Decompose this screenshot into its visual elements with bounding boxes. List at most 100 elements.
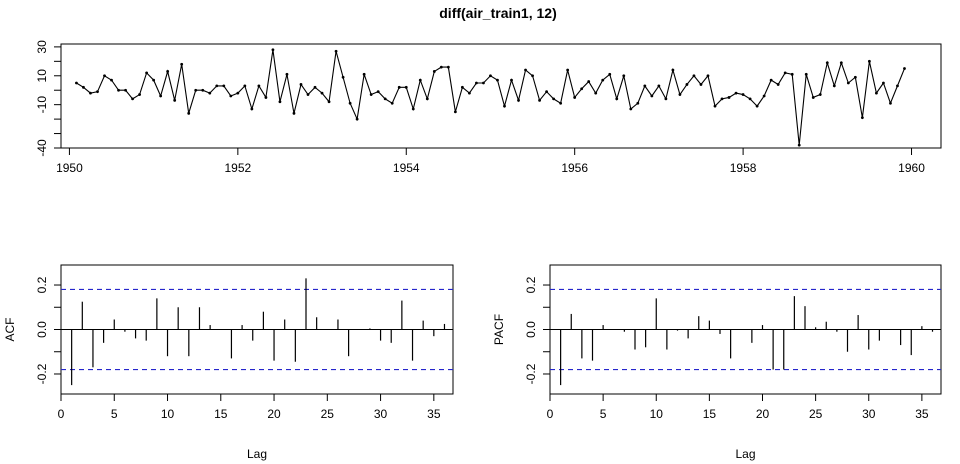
pacf-panel: 0 5 10 15 20 25 30 35 -0.2 0.0 0.2 Lag PACF — [492, 264, 942, 461]
data-point — [573, 96, 577, 99]
data-point — [692, 74, 696, 78]
acf-panel: 0 5 10 15 20 25 30 35 -0.2 0.0 0.2 Lag ACF — [3, 264, 454, 461]
data-point — [587, 80, 591, 83]
data-point — [131, 97, 134, 101]
data-point — [552, 97, 556, 101]
data-point — [713, 104, 717, 108]
data-point — [145, 71, 149, 75]
data-point — [257, 84, 261, 88]
data-point — [110, 78, 113, 82]
data-point — [882, 81, 885, 85]
data-point — [776, 83, 780, 86]
data-point — [559, 101, 563, 105]
data-point — [96, 90, 99, 94]
data-point — [482, 81, 485, 85]
time-series-panel: 1950 1952 1954 1956 1958 1960 30 10 -10 -40 — [35, 40, 942, 175]
data-point — [615, 97, 619, 101]
y-tick-label: 10 — [35, 69, 49, 83]
data-point — [475, 81, 478, 85]
data-point — [404, 85, 408, 89]
x-axis-title: Lag — [247, 447, 267, 461]
data-point — [783, 71, 787, 75]
data-point — [867, 59, 871, 63]
data-point — [797, 143, 801, 147]
x-tick-label: 30 — [374, 407, 388, 421]
x-tick-label: 15 — [214, 407, 228, 421]
x-tick-label: 30 — [862, 407, 876, 421]
data-point — [643, 84, 647, 88]
x-tick-label: 10 — [161, 407, 175, 421]
data-point — [496, 78, 499, 82]
x-tick-label: 1958 — [730, 161, 757, 175]
data-point — [889, 101, 892, 105]
data-point — [264, 96, 268, 99]
data-point — [685, 83, 689, 86]
data-point — [748, 97, 752, 101]
data-point — [194, 88, 198, 92]
data-point — [657, 84, 661, 88]
data-point — [180, 62, 184, 66]
data-point — [608, 72, 612, 76]
y-axis-title: ACF — [3, 318, 17, 342]
data-point — [853, 75, 857, 79]
series-line — [76, 49, 905, 146]
x-tick-label: 20 — [756, 407, 770, 421]
x-tick-label: 1950 — [56, 161, 83, 175]
data-point — [173, 98, 177, 102]
data-point — [362, 72, 366, 76]
data-point — [82, 85, 85, 89]
data-point — [531, 74, 534, 78]
data-point — [243, 84, 247, 88]
data-point — [545, 90, 548, 94]
data-point — [650, 94, 654, 98]
data-point — [383, 97, 387, 101]
data-point — [706, 74, 710, 78]
x-tick-label: 20 — [267, 407, 281, 421]
data-point — [762, 94, 766, 98]
data-point — [75, 81, 78, 85]
data-point — [418, 78, 422, 82]
data-point — [292, 111, 296, 115]
data-point — [369, 93, 373, 96]
data-point — [89, 91, 92, 95]
data-point — [306, 93, 310, 96]
x-tick-label: 25 — [321, 407, 335, 421]
y-tick-label: 0.0 — [524, 321, 538, 338]
data-point — [439, 65, 443, 69]
data-point — [489, 74, 492, 78]
data-point — [159, 94, 163, 98]
data-point — [327, 100, 331, 104]
data-point — [138, 93, 141, 96]
y-axis-title: PACF — [492, 314, 506, 345]
data-point — [376, 90, 380, 94]
x-tick-label: 35 — [915, 407, 929, 421]
data-point — [229, 94, 233, 98]
data-point — [201, 88, 205, 92]
x-tick-label: 5 — [111, 407, 118, 421]
data-point — [811, 96, 815, 99]
data-point — [103, 74, 106, 78]
data-point — [769, 78, 773, 82]
data-point — [538, 98, 541, 102]
data-point — [397, 85, 401, 89]
data-point — [580, 87, 584, 91]
data-point — [825, 61, 829, 65]
data-point — [727, 96, 731, 99]
data-point — [804, 72, 808, 76]
data-point — [117, 88, 120, 92]
data-point — [818, 93, 822, 96]
data-point — [903, 67, 906, 70]
data-point — [524, 68, 527, 72]
data-point — [208, 91, 212, 95]
plot-frame — [60, 43, 942, 149]
data-point — [860, 116, 864, 120]
data-point — [285, 72, 289, 76]
data-point — [517, 98, 520, 102]
data-point — [622, 74, 626, 78]
data-point — [678, 93, 682, 96]
data-point — [411, 107, 415, 111]
y-tick-label: 30 — [35, 40, 49, 54]
data-point — [636, 101, 640, 105]
x-tick-label: 0 — [58, 407, 65, 421]
